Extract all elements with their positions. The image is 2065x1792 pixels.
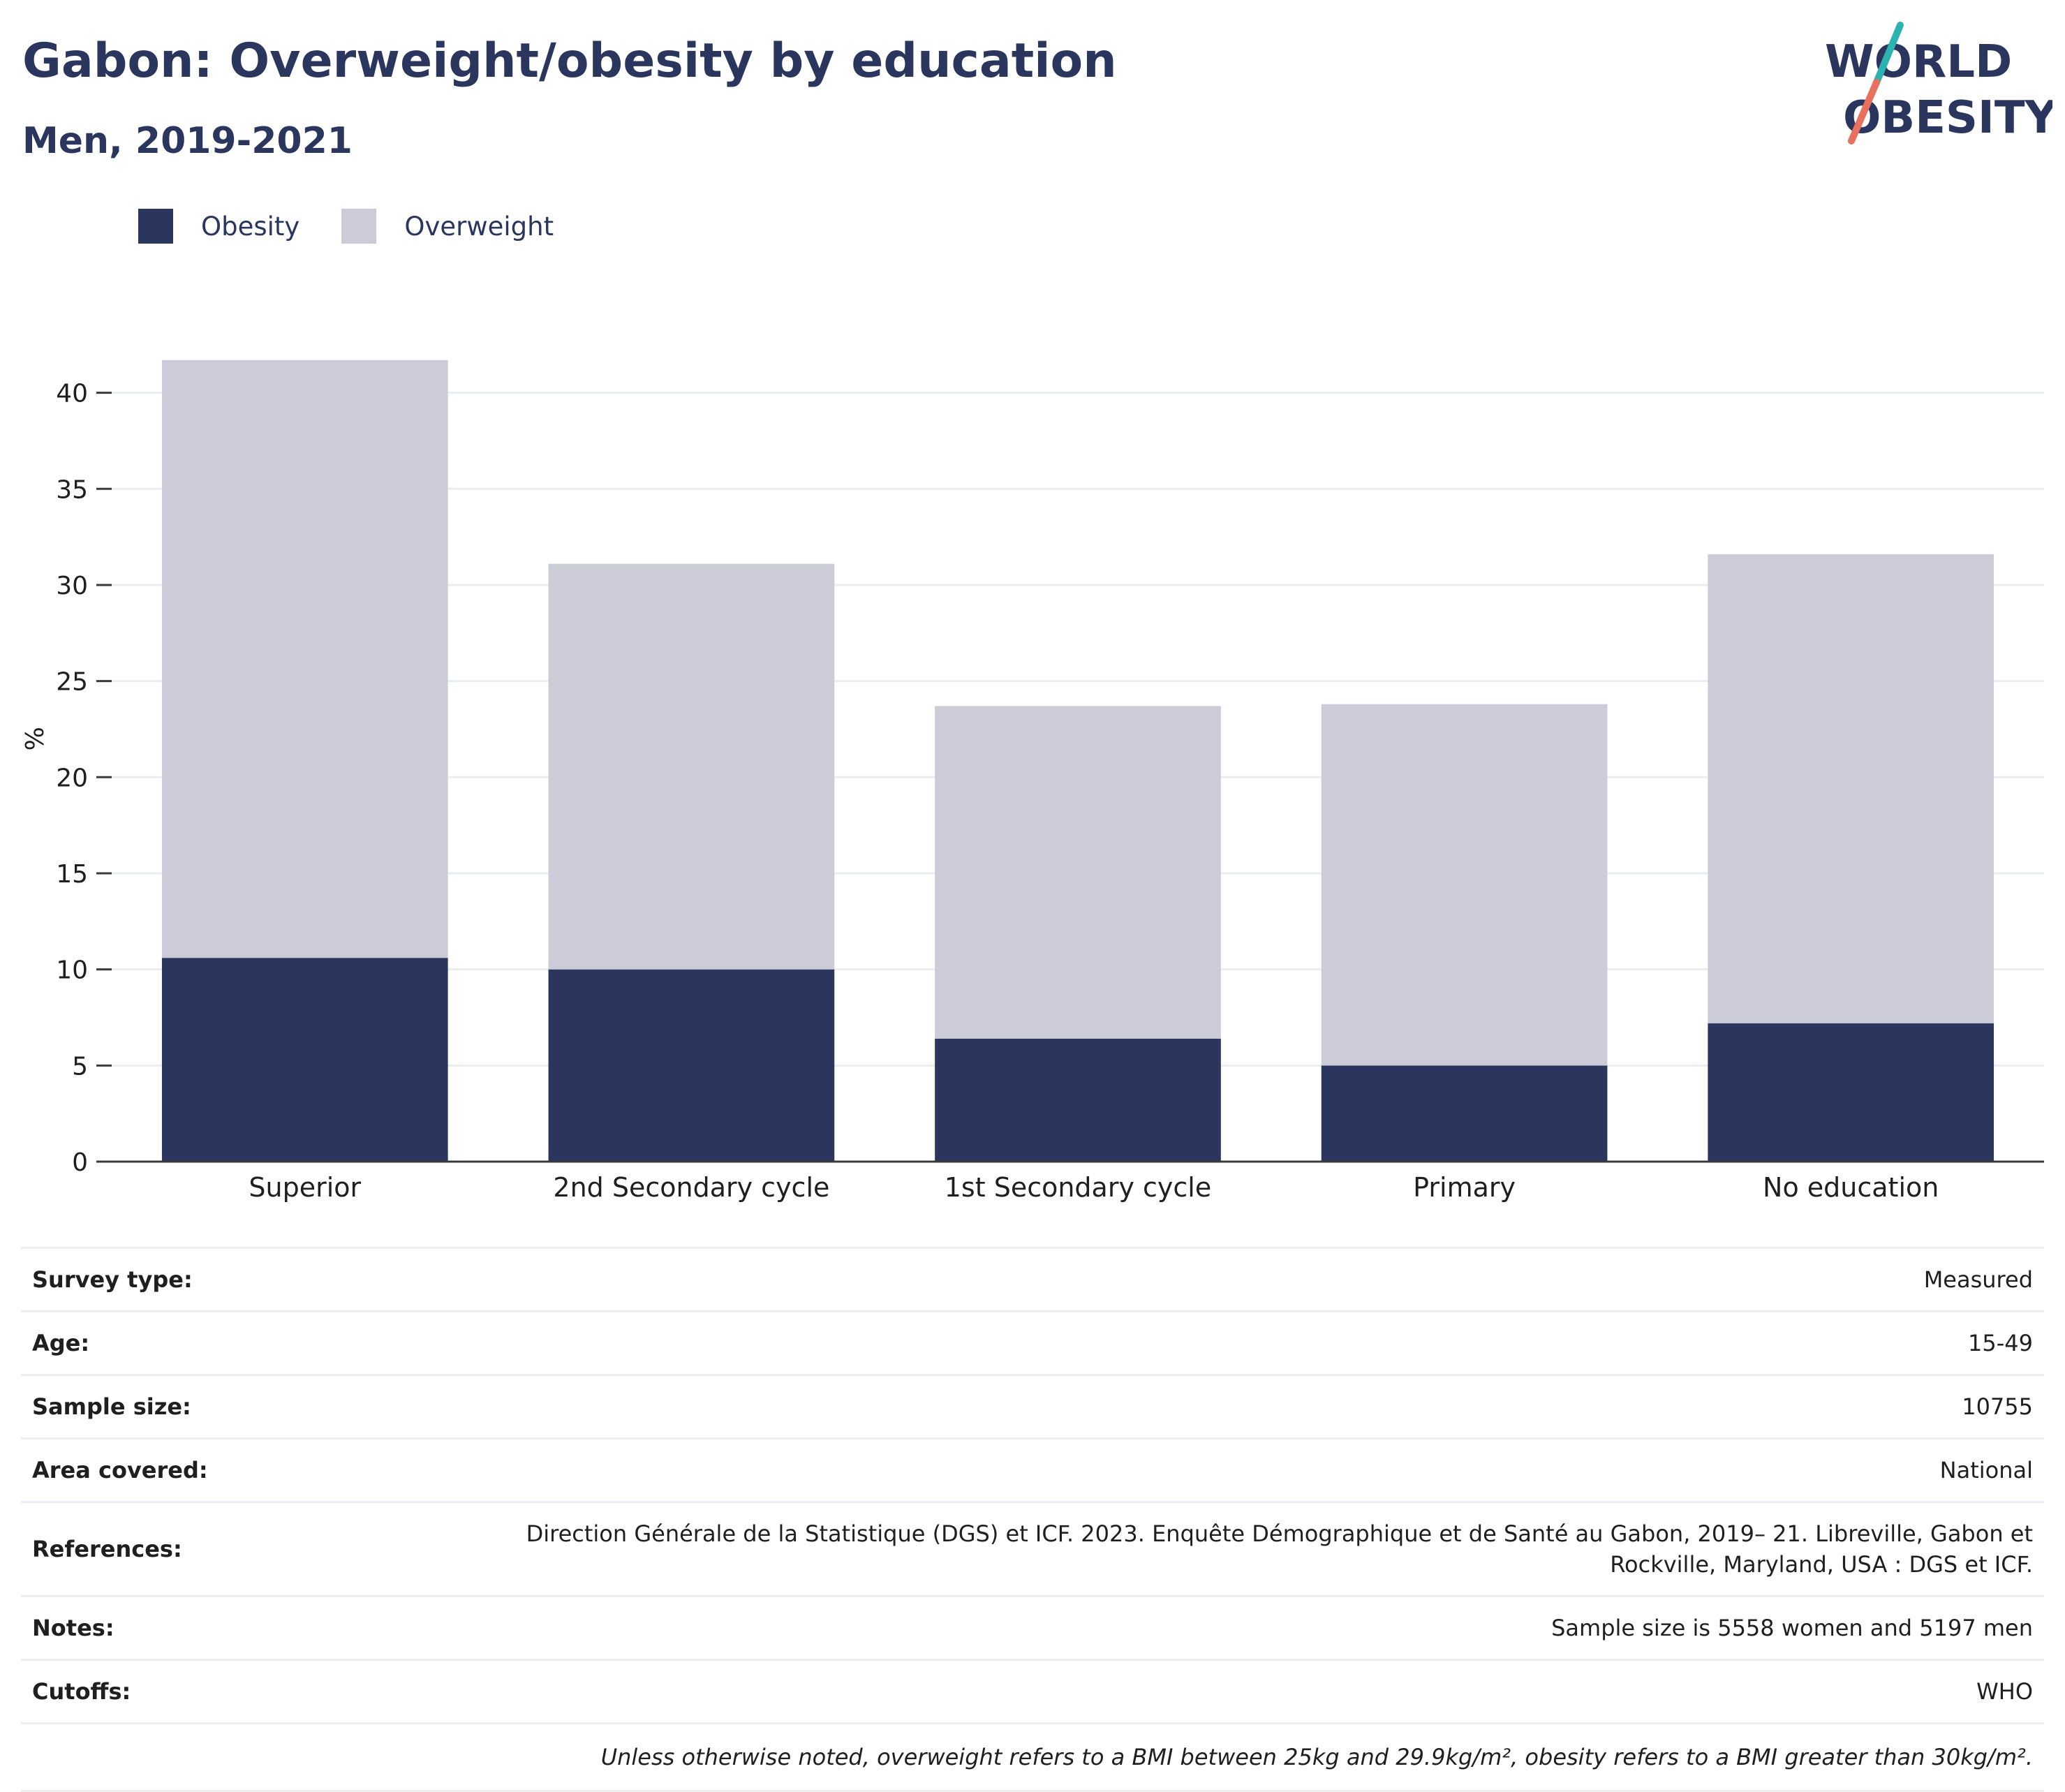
- meta-row-survey-type: Survey type: Measured: [21, 1249, 2044, 1312]
- x-tick-label: Superior: [249, 1172, 361, 1203]
- meta-key: References:: [32, 1536, 182, 1562]
- meta-value: Measured: [1923, 1266, 2033, 1293]
- survey-metadata-table: Survey type: Measured Age: 15-49 Sample …: [21, 1247, 2044, 1792]
- bar-obesity-0: [161, 958, 448, 1162]
- meta-row-notes: Notes: Sample size is 5558 women and 519…: [21, 1597, 2044, 1661]
- x-tick-label: 1st Secondary cycle: [945, 1172, 1212, 1203]
- meta-value: National: [1939, 1457, 2033, 1483]
- y-axis-label: %: [21, 727, 50, 750]
- meta-value: Direction Générale de la Statistique (DG…: [526, 1520, 2033, 1578]
- meta-key: Survey type:: [32, 1266, 193, 1293]
- x-tick-label: 2nd Secondary cycle: [553, 1172, 829, 1203]
- meta-row-cutoffs: Cutoffs: WHO: [21, 1661, 2044, 1724]
- y-tick-label: 30: [56, 572, 88, 600]
- y-tick-label: 40: [56, 380, 88, 408]
- logo-line-2: OBESITY: [1843, 92, 2052, 144]
- meta-row-sample-size: Sample size: 10755: [21, 1376, 2044, 1439]
- legend-item-overweight[interactable]: Overweight: [341, 209, 554, 244]
- meta-key: Sample size:: [32, 1393, 191, 1420]
- stacked-bar-chart: 0 5 10 15 20 25 30 35 40% Superior 2nd Secondary c…: [21, 360, 2044, 1203]
- meta-key: Area covered:: [32, 1457, 208, 1483]
- meta-value: 15-49: [1968, 1330, 2033, 1356]
- meta-row-age: Age: 15-49: [21, 1312, 2044, 1376]
- y-tick-label: 35: [56, 475, 88, 504]
- bar-overweight-4: [1708, 554, 1994, 1023]
- y-tick-label: 0: [72, 1148, 88, 1177]
- y-tick-label: 25: [56, 668, 88, 697]
- bar-obesity-3: [1321, 1065, 1608, 1162]
- y-tick-label: 20: [56, 764, 88, 792]
- bmi-footnote: Unless otherwise noted, overweight refer…: [21, 1724, 2044, 1792]
- bar-obesity-4: [1708, 1023, 1994, 1162]
- bar-overweight-0: [161, 360, 448, 958]
- meta-key: Age:: [32, 1330, 90, 1356]
- meta-value: WHO: [1976, 1678, 2033, 1705]
- y-tick-label: 5: [72, 1052, 88, 1081]
- x-tick-label: Primary: [1413, 1172, 1516, 1203]
- bar-overweight-3: [1321, 704, 1608, 1066]
- legend-item-obesity[interactable]: Obesity: [138, 209, 299, 244]
- bar-obesity-2: [935, 1038, 1221, 1162]
- bar-overweight-1: [548, 563, 835, 970]
- bar-overweight-2: [935, 706, 1221, 1039]
- meta-row-references: References: Direction Générale de la Sta…: [21, 1503, 2044, 1597]
- y-tick-label: 10: [56, 956, 88, 985]
- meta-key: Notes:: [32, 1615, 114, 1641]
- legend-swatch-obesity: [138, 209, 173, 244]
- meta-value: Sample size is 5558 women and 5197 men: [1551, 1615, 2033, 1641]
- chart-legend: Obesity Overweight: [138, 207, 595, 246]
- chart-subtitle: Men, 2019-2021: [22, 120, 353, 162]
- legend-label-overweight: Overweight: [404, 211, 554, 242]
- legend-label-obesity: Obesity: [201, 211, 300, 242]
- world-obesity-logo: WORLD OBESITY: [1825, 22, 2052, 145]
- meta-row-area-covered: Area covered: National: [21, 1439, 2044, 1503]
- meta-key: Cutoffs:: [32, 1678, 131, 1705]
- x-tick-label: No education: [1763, 1172, 1939, 1203]
- chart-title: Gabon: Overweight/obesity by education: [22, 34, 1117, 89]
- meta-value: 10755: [1962, 1393, 2033, 1420]
- logo-line-1: WORLD: [1825, 36, 2012, 88]
- y-tick-label: 15: [56, 860, 88, 889]
- legend-swatch-overweight: [341, 209, 377, 244]
- bar-obesity-1: [548, 969, 835, 1162]
